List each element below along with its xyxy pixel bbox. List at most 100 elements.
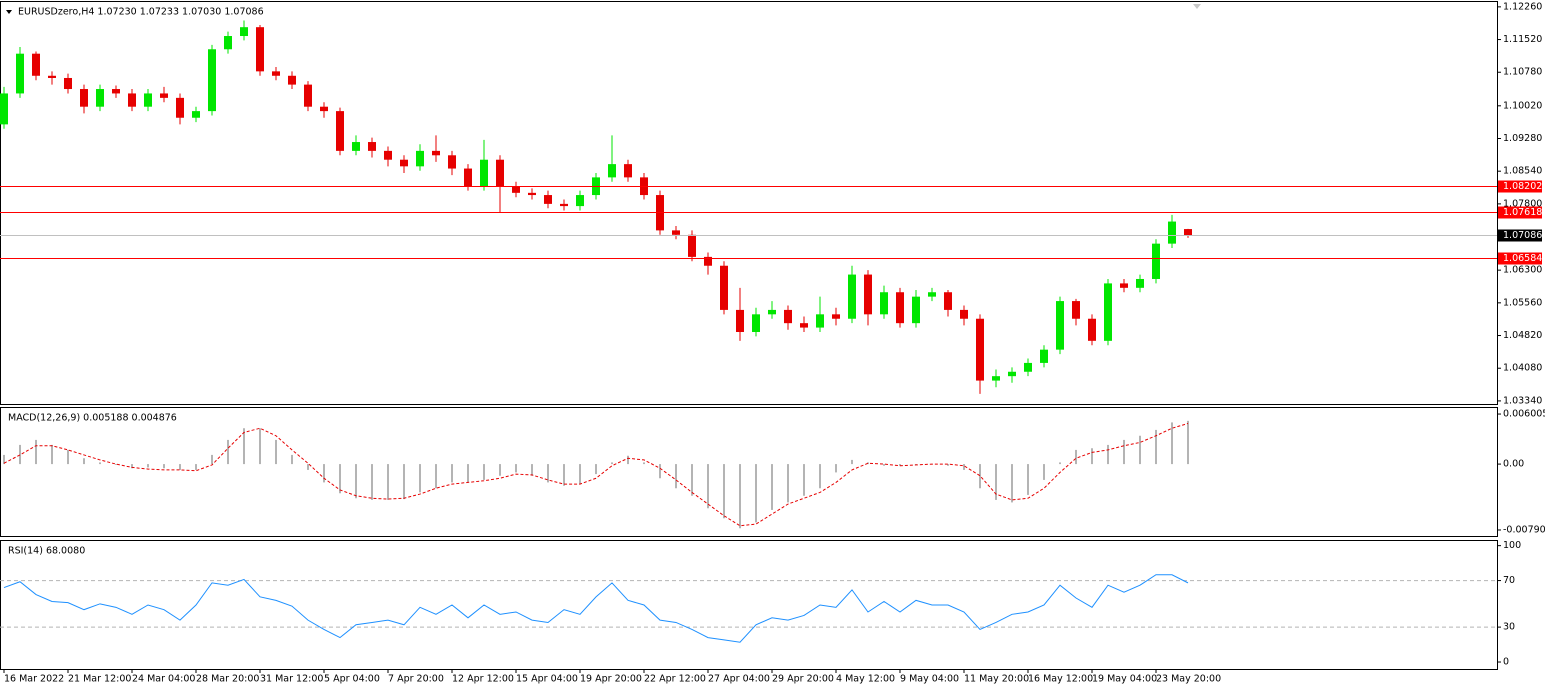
macd-histogram-bar: [499, 464, 501, 476]
macd-histogram-bar: [195, 464, 197, 470]
candle-body: [736, 309, 744, 332]
candle-body: [832, 314, 840, 319]
candle-body: [1120, 283, 1128, 288]
macd-histogram-bar: [1171, 422, 1173, 465]
y-tick-label: 1.04820: [1503, 330, 1542, 341]
macd-histogram-bar: [179, 464, 181, 470]
rsi-line: [3, 574, 1189, 643]
macd-histogram-bar: [963, 464, 965, 470]
macd-histogram-bar: [851, 459, 853, 465]
candle-body: [192, 111, 200, 118]
macd-histogram-bar: [483, 464, 485, 480]
candle-body: [448, 155, 456, 169]
x-tick-label: 4 May 12:00: [836, 674, 895, 685]
candle-body: [1056, 301, 1064, 350]
macd-signal-line: [3, 422, 1189, 527]
macd-histogram-bar: [147, 464, 149, 468]
candle-body: [624, 164, 632, 178]
level-label: 1.07618: [1503, 207, 1542, 218]
macd-histogram-bar: [1011, 464, 1013, 503]
pane-title: MACD(12,26,9) 0.005188 0.004876: [8, 413, 177, 424]
y-tick-label: 1.08540: [1503, 166, 1542, 177]
candle-body: [992, 376, 1000, 381]
candle-body: [0, 93, 8, 125]
candle-body: [720, 265, 728, 310]
pane-title: RSI(14) 68.0080: [8, 546, 85, 557]
macd-histogram-bar: [419, 464, 421, 493]
y-tick-label: 1.10780: [1503, 67, 1542, 78]
candle-body: [960, 309, 968, 319]
macd-histogram-bar: [99, 462, 101, 465]
macd-histogram-bar: [403, 464, 405, 500]
macd-histogram-bar: [1059, 462, 1061, 465]
macd-histogram-bar: [67, 449, 69, 465]
macd-histogram-bar: [675, 464, 677, 489]
candle-body: [480, 159, 488, 187]
macd-histogram-bar: [1123, 439, 1125, 465]
macd-histogram-bar: [1043, 464, 1045, 480]
candle-body: [1008, 371, 1016, 377]
pane-title: EURUSDzero,H4 1.07230 1.07233 1.07030 1.…: [18, 7, 264, 18]
macd-histogram-bar: [755, 464, 757, 523]
candle-body: [288, 75, 296, 85]
macd-pane: [0, 407, 1498, 537]
candle-body: [336, 111, 344, 151]
macd-histogram-bar: [451, 464, 453, 483]
level-label-box: [1498, 229, 1542, 242]
macd-histogram-bar: [1091, 448, 1093, 465]
x-tick-label: 16 May 12:00: [1028, 674, 1093, 685]
candle-body: [800, 323, 808, 328]
x-tick-label: 24 Mar 04:00: [132, 674, 195, 685]
candle-body: [64, 77, 72, 90]
candle-body: [816, 314, 824, 328]
level-label-box: [1498, 206, 1542, 219]
macd-histogram-bar: [979, 464, 981, 489]
candle-body: [304, 84, 312, 107]
candle-body: [384, 150, 392, 160]
macd-histogram-bar: [211, 454, 213, 465]
macd-histogram-bar: [867, 462, 869, 465]
macd-histogram-bar: [19, 444, 21, 465]
x-tick-label: 15 Apr 04:00: [516, 674, 578, 685]
candle-body: [16, 53, 24, 94]
candle-body: [1168, 221, 1176, 244]
candle-body: [496, 159, 504, 187]
x-tick-label: 19 Apr 20:00: [580, 674, 642, 685]
candle-body: [1024, 362, 1032, 372]
candle-body: [400, 159, 408, 167]
y-tick-label: 0.006005: [1503, 409, 1545, 420]
macd-histogram-bar: [563, 464, 565, 486]
macd-histogram-bar: [835, 464, 837, 473]
candle-body: [432, 150, 440, 156]
candle-body: [768, 309, 776, 315]
macd-histogram-bar: [995, 464, 997, 500]
y-tick-label: 100: [1503, 540, 1521, 551]
candle-body: [1040, 349, 1048, 363]
x-tick-label: 29 Apr 20:00: [772, 674, 834, 685]
macd-histogram-bar: [1187, 420, 1189, 465]
candle-body: [48, 75, 56, 78]
macd-histogram-bar: [163, 464, 165, 469]
y-tick-label: 1.07800: [1503, 198, 1542, 209]
candle-body: [608, 164, 616, 178]
macd-histogram-bar: [83, 458, 85, 465]
x-tick-label: 5 Apr 04:00: [324, 674, 380, 685]
shift-marker[interactable]: [1193, 4, 1201, 9]
macd-histogram-bar: [1027, 464, 1029, 495]
macd-histogram-bar: [595, 464, 597, 475]
y-tick-label: 1.03340: [1503, 395, 1542, 406]
macd-histogram-bar: [947, 464, 949, 466]
candle-body: [976, 318, 984, 381]
candle-body: [864, 274, 872, 315]
candle-body: [944, 292, 952, 310]
candle-body: [368, 142, 376, 151]
macd-histogram-bar: [691, 464, 693, 496]
candle-body: [784, 309, 792, 324]
candle-body: [240, 27, 248, 37]
macd-histogram-bar: [467, 464, 469, 483]
candle-body: [512, 186, 520, 193]
candle-body: [208, 49, 216, 112]
macd-histogram-bar: [547, 464, 549, 483]
symbol-menu-arrow[interactable]: [6, 10, 12, 14]
